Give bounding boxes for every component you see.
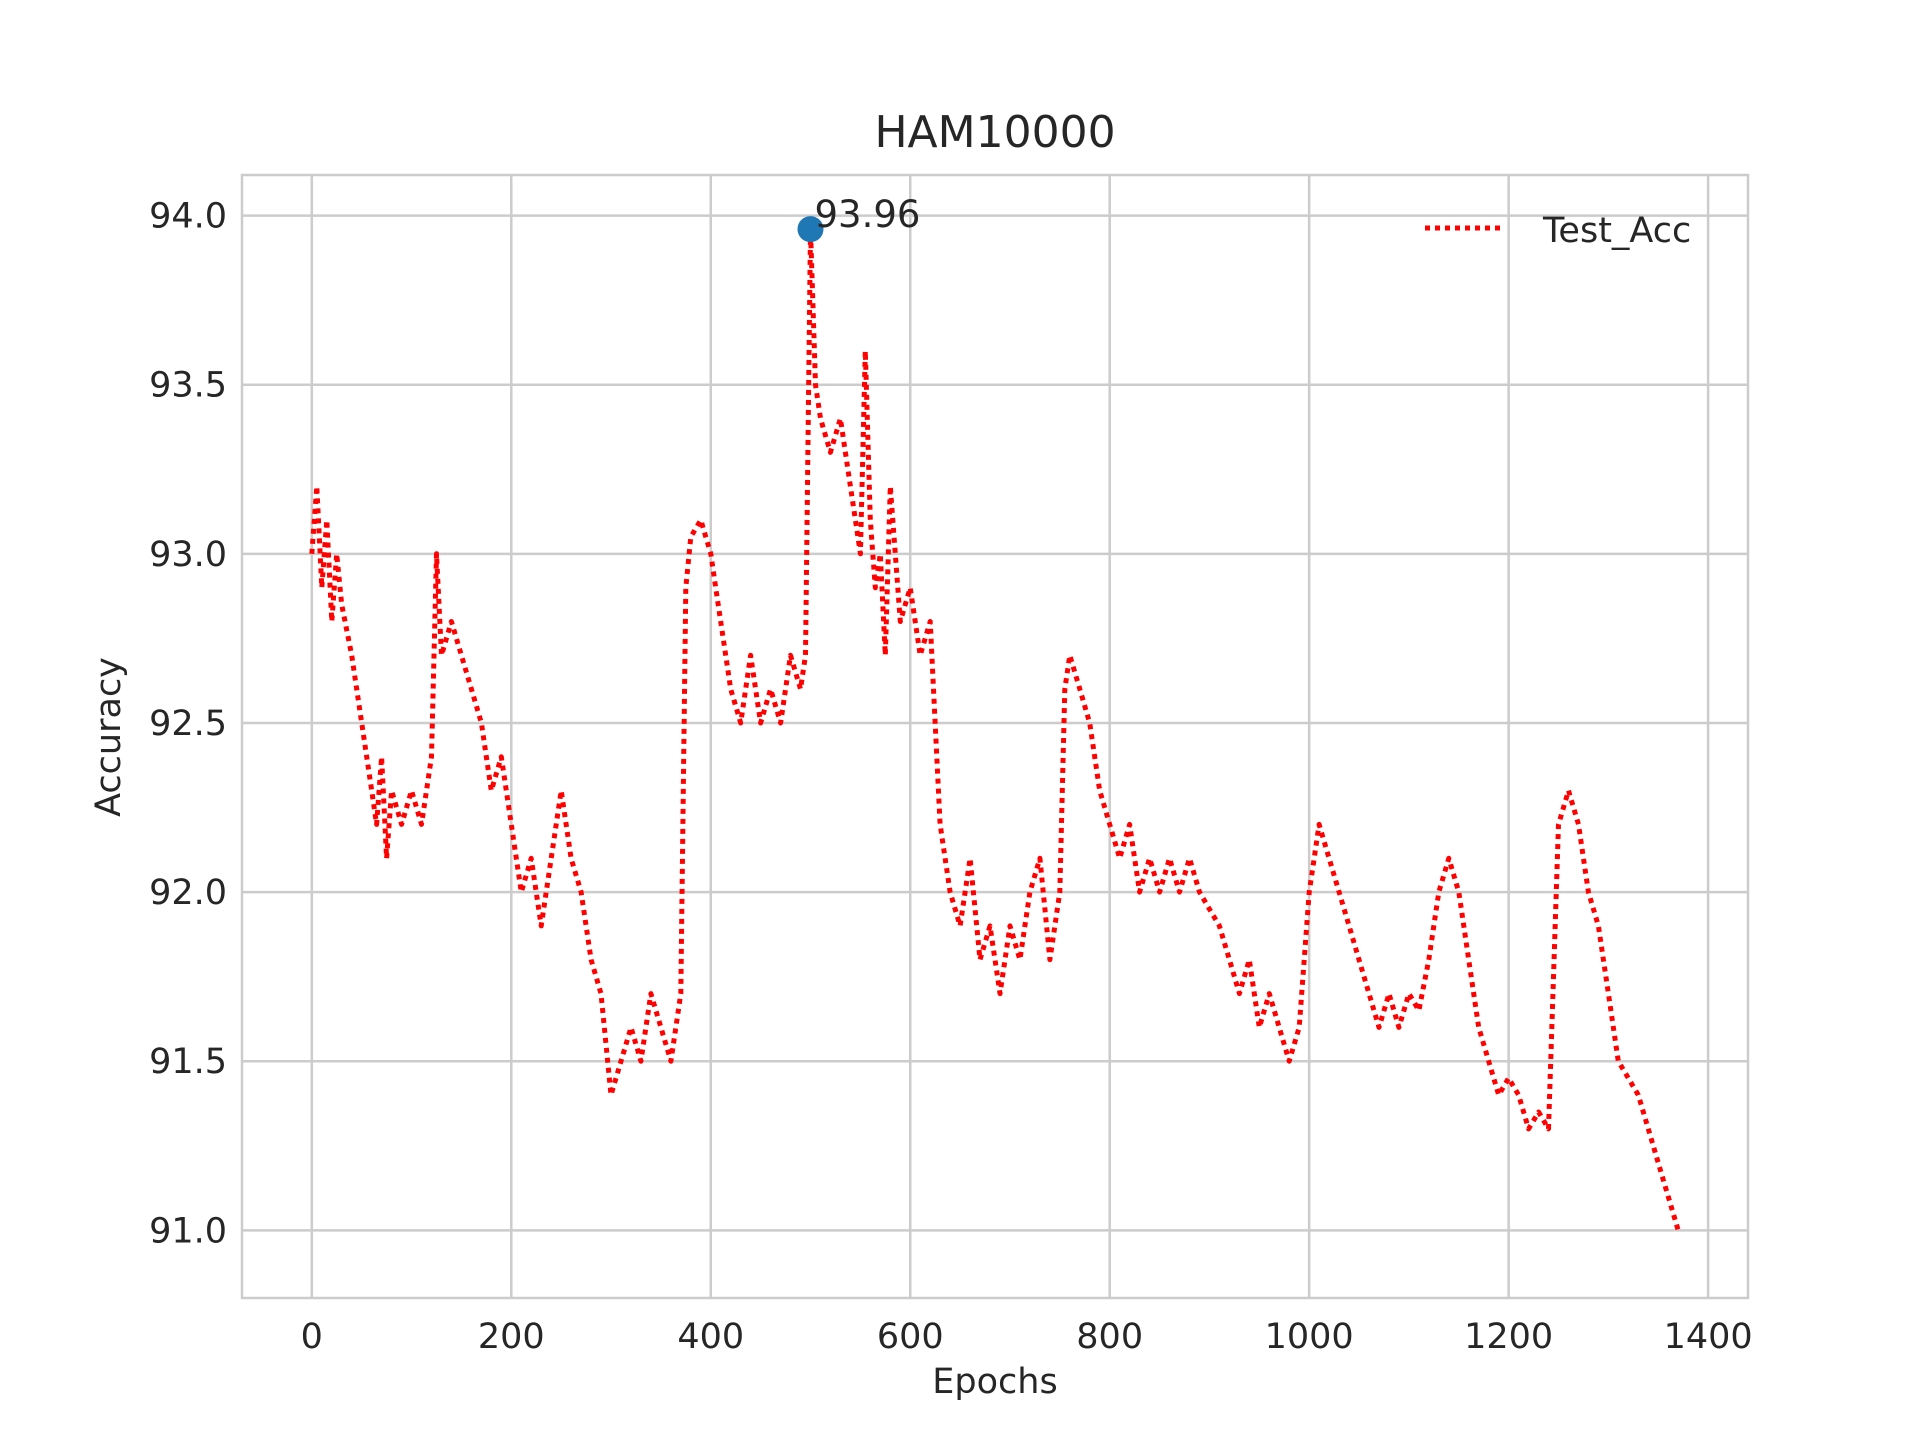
plot-frame bbox=[240, 173, 1750, 1300]
series-line-test-acc bbox=[309, 226, 1681, 1232]
y-tick-label: 93.0 bbox=[149, 535, 227, 575]
chart-title: HAM10000 bbox=[874, 107, 1115, 158]
y-tick-label: 92.0 bbox=[149, 873, 227, 913]
x-axis-label: Epochs bbox=[932, 1362, 1057, 1402]
y-ticks: 91.0 91.5 92.0 92.5 93.0 93.5 94.0 bbox=[149, 197, 227, 1252]
grid bbox=[242, 175, 1748, 1298]
y-tick-label: 91.0 bbox=[149, 1211, 227, 1251]
max-point-label: 93.96 bbox=[814, 193, 920, 236]
series-layer: 93.96 bbox=[309, 193, 1681, 1232]
y-tick-label: 94.0 bbox=[149, 197, 227, 237]
x-tick-label: 0 bbox=[301, 1317, 323, 1357]
x-tick-label: 400 bbox=[677, 1317, 744, 1357]
x-tick-label: 800 bbox=[1076, 1317, 1143, 1357]
x-tick-label: 1000 bbox=[1265, 1317, 1354, 1357]
x-tick-label: 1200 bbox=[1464, 1317, 1553, 1357]
y-axis-label: Accuracy bbox=[89, 657, 129, 817]
x-tick-label: 200 bbox=[478, 1317, 545, 1357]
y-tick-label: 92.5 bbox=[149, 704, 227, 744]
x-tick-label: 1400 bbox=[1664, 1317, 1753, 1357]
y-tick-label: 93.5 bbox=[149, 366, 227, 406]
x-ticks: 0 200 400 600 800 1000 1200 1400 bbox=[301, 1317, 1753, 1357]
max-point-marker bbox=[797, 216, 824, 243]
x-tick-label: 600 bbox=[877, 1317, 944, 1357]
legend-label: Test_Acc bbox=[1542, 211, 1691, 251]
y-tick-label: 91.5 bbox=[149, 1042, 227, 1082]
legend: Test_Acc bbox=[1425, 211, 1691, 251]
